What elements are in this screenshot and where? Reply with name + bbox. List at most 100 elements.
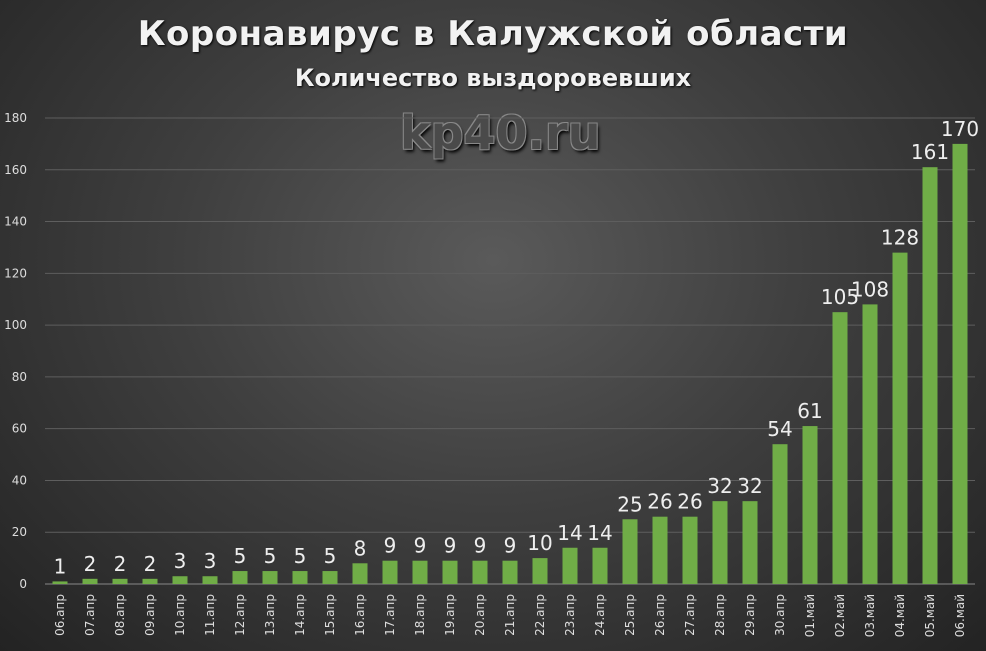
y-tick-label: 20 [12,525,27,539]
data-label: 9 [504,534,517,558]
bar [382,560,398,584]
x-tick-label: 23.апр [563,594,577,636]
x-tick-label: 20.апр [473,594,487,636]
bar [322,571,338,584]
x-tick-label: 10.апр [173,594,187,636]
bar [232,571,248,584]
data-label: 32 [707,474,732,498]
bar [82,578,98,584]
x-tick-label: 04.май [893,594,907,637]
data-label: 161 [911,140,949,164]
x-tick-label: 11.апр [203,594,217,636]
y-tick-label: 180 [4,111,27,125]
x-tick-label: 09.апр [143,594,157,636]
bar [502,560,518,584]
x-tick-label: 22.апр [533,594,547,636]
y-tick-label: 0 [19,577,27,591]
chart-title: Коронавирус в Калужской области [137,14,849,54]
x-tick-label: 06.май [953,594,967,637]
y-tick-label: 60 [12,422,27,436]
y-tick-label: 40 [12,473,27,487]
bar [562,547,578,584]
data-label: 54 [767,417,792,441]
data-label: 32 [737,474,762,498]
x-tick-label: 15.апр [323,594,337,636]
x-tick-label: 01.май [803,594,817,637]
bar [922,167,938,584]
bar [802,426,818,584]
x-tick-label: 27.апр [683,594,697,636]
bar [892,252,908,584]
bar [592,547,608,584]
data-label: 3 [174,549,187,573]
data-label: 14 [587,521,612,545]
data-label: 5 [324,544,337,568]
bar [202,576,218,584]
x-tick-label: 03.май [863,594,877,637]
bar [652,516,668,584]
y-tick-label: 120 [4,266,27,280]
data-label: 2 [144,552,157,576]
x-tick-label: 19.апр [443,594,457,636]
data-label: 2 [114,552,127,576]
data-label: 9 [384,534,397,558]
x-tick-label: 06.апр [53,594,67,636]
bar [172,576,188,584]
data-label: 14 [557,521,582,545]
data-label: 61 [797,399,822,423]
x-tick-label: 02.май [833,594,847,637]
x-tick-label: 17.апр [383,594,397,636]
data-label: 9 [474,534,487,558]
data-label: 170 [941,117,979,141]
bar [742,501,758,584]
data-label: 128 [881,226,919,250]
x-tick-label: 26.апр [653,594,667,636]
bar [292,571,308,584]
x-tick-label: 25.апр [623,594,637,636]
x-tick-label: 18.апр [413,594,427,636]
data-label: 5 [264,544,277,568]
data-label: 10 [527,531,552,555]
data-label: 26 [677,490,702,514]
data-label: 2 [84,552,97,576]
data-label: 25 [617,492,642,516]
x-tick-label: 12.апр [233,594,247,636]
x-tick-label: 08.апр [113,594,127,636]
bar [682,516,698,584]
bar [532,558,548,584]
data-label: 9 [444,534,457,558]
data-label: 5 [234,544,247,568]
bar [622,519,638,584]
x-tick-label: 07.апр [83,594,97,636]
bar [772,444,788,584]
y-tick-label: 160 [4,163,27,177]
chart-subtitle: Количество выздоровевших [294,64,692,92]
bar [262,571,278,584]
x-tick-label: 29.апр [743,594,757,636]
bar [832,312,848,584]
data-label: 108 [851,277,889,301]
bar [862,304,878,584]
x-tick-label: 30.апр [773,594,787,636]
bar [472,560,488,584]
data-label: 5 [294,544,307,568]
data-label: 9 [414,534,427,558]
x-tick-label: 14.апр [293,594,307,636]
data-label: 3 [204,549,217,573]
bar [352,563,368,584]
data-label: 1 [54,554,67,578]
bar [142,578,158,584]
watermark-logo: kp40.ru [400,106,601,160]
x-tick-label: 28.апр [713,594,727,636]
x-tick-label: 13.апр [263,594,277,636]
x-tick-label: 05.май [923,594,937,637]
bar [442,560,458,584]
y-tick-label: 140 [4,215,27,229]
data-label: 105 [821,285,859,309]
y-tick-label: 80 [12,370,27,384]
x-tick-label: 24.апр [593,594,607,636]
data-label: 8 [354,536,367,560]
bar [712,501,728,584]
bar [952,143,968,584]
